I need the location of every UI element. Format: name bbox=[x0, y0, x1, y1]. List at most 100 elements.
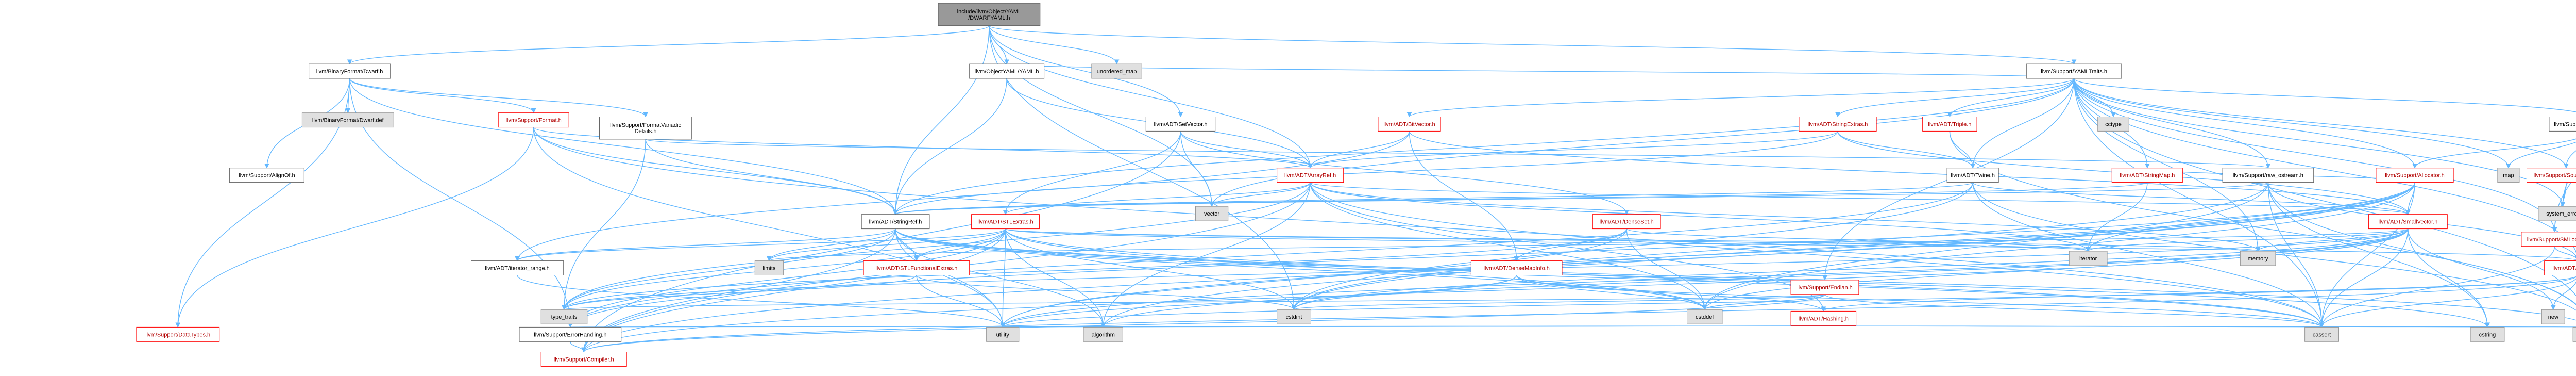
node-new[interactable]: new bbox=[2541, 309, 2565, 324]
edge-sourcemgr-to-system_error bbox=[2560, 182, 2567, 207]
edge-arrayref-to-cassert bbox=[1310, 182, 2325, 328]
node-box bbox=[971, 214, 1040, 230]
edge-bitvector-to-iterator_range bbox=[515, 131, 1410, 261]
edge-yamltraits-to-optional bbox=[2073, 78, 2576, 261]
node-iterator[interactable]: iterator bbox=[2069, 251, 2108, 266]
node-smallvector[interactable]: llvm/ADT/SmallVector.h bbox=[2368, 214, 2448, 230]
edge-raw_ostream-to-cstring bbox=[2267, 182, 2490, 328]
node-cstdint[interactable]: cstdint bbox=[1277, 309, 1312, 324]
edge-stlextras-to-cstddef bbox=[1005, 228, 1707, 310]
node-system_error[interactable]: system_error bbox=[2538, 206, 2576, 221]
edge-smallvector-to-cstddef bbox=[1702, 228, 2409, 310]
node-cassert[interactable]: cassert bbox=[2304, 326, 2340, 342]
edge-yamltraits-to-system_error bbox=[2073, 78, 2566, 207]
edge-allocator-to-errorhandling bbox=[568, 182, 2415, 328]
node-box bbox=[229, 168, 304, 183]
node-yamltraits[interactable]: llvm/Support/YAMLTraits.h bbox=[2026, 63, 2122, 79]
edge-optional-to-utility bbox=[1000, 276, 2576, 328]
edge-arrayref-to-cstddef bbox=[1310, 182, 1707, 310]
node-box bbox=[1091, 63, 1142, 79]
node-label: vector bbox=[1204, 211, 1219, 217]
edge-arrayref-to-type_traits bbox=[562, 182, 1311, 310]
edge-densemapinfo-to-utility bbox=[1000, 275, 1517, 328]
node-iterator_range[interactable]: llvm/ADT/iterator_range.h bbox=[471, 260, 564, 276]
node-label: type_traits bbox=[551, 314, 578, 320]
node-string[interactable]: string bbox=[2572, 326, 2576, 342]
node-box bbox=[938, 3, 1041, 26]
edge-yamltraits-to-smloc bbox=[2073, 78, 2557, 233]
node-box bbox=[1922, 117, 1977, 132]
node-twine[interactable]: llvm/ADT/Twine.h bbox=[1946, 168, 1999, 183]
node-label: llvm/ADT/StringMap.h bbox=[2120, 173, 2175, 179]
edge-allocator-to-algorithm bbox=[1100, 182, 2415, 328]
node-label: llvm/BinaryFormat/Dwarf.def bbox=[312, 118, 384, 124]
node-cctype[interactable]: cctype bbox=[2097, 117, 2129, 132]
node-label: llvm/ADT/StringRef.h bbox=[869, 219, 922, 225]
node-label: cstdint bbox=[1286, 314, 1302, 320]
node-allocator[interactable]: llvm/Support/Allocator.h bbox=[2376, 168, 2454, 183]
node-root[interactable]: include/llvm/Object/YAML/DWARFYAML.h bbox=[938, 3, 1041, 26]
node-setvector[interactable]: llvm/ADT/SetVector.h bbox=[1145, 117, 1216, 132]
edge-smallvector-to-cstdint bbox=[1291, 228, 2409, 310]
node-limits[interactable]: limits bbox=[754, 260, 784, 276]
node-box bbox=[540, 309, 588, 324]
edge-yamltraits-to-yamlparser bbox=[2073, 78, 2576, 112]
node-triple[interactable]: llvm/ADT/Triple.h bbox=[1922, 117, 1977, 132]
node-label: map bbox=[2503, 173, 2514, 179]
node-box bbox=[2069, 251, 2108, 266]
node-arrayref[interactable]: llvm/ADT/ArrayRef.h bbox=[1277, 168, 1344, 183]
node-hashing[interactable]: llvm/ADT/Hashing.h bbox=[1790, 310, 1857, 326]
edge-allocator-to-cstddef bbox=[1702, 182, 2415, 310]
node-dwarf_def[interactable]: llvm/BinaryFormat/Dwarf.def bbox=[301, 112, 394, 128]
node-unordered_map[interactable]: unordered_map bbox=[1091, 63, 1142, 79]
node-cstring[interactable]: cstring bbox=[2470, 326, 2505, 342]
edge-yamltraits-to-bitvector bbox=[1406, 78, 2075, 118]
node-type_traits[interactable]: type_traits bbox=[540, 309, 588, 324]
node-denseset[interactable]: llvm/ADT/DenseSet.h bbox=[1592, 214, 1661, 230]
node-bitvector[interactable]: llvm/ADT/BitVector.h bbox=[1378, 117, 1441, 132]
edge-yamlparser-to-sourcemgr bbox=[2564, 150, 2576, 169]
edge-smallvector-to-algorithm bbox=[1100, 228, 2409, 328]
node-datatypes[interactable]: llvm/Support/DataTypes.h bbox=[136, 326, 220, 342]
node-stringextras[interactable]: llvm/ADT/StringExtras.h bbox=[1799, 117, 1877, 132]
node-box bbox=[863, 260, 970, 276]
node-format[interactable]: llvm/Support/Format.h bbox=[498, 112, 569, 128]
edge-objyaml-to-yamltraits bbox=[1006, 63, 2076, 79]
node-label: llvm/ADT/DenseMapInfo.h bbox=[1484, 266, 1550, 272]
node-optional[interactable]: llvm/ADT/Optional.h bbox=[2544, 260, 2576, 276]
node-box bbox=[301, 112, 394, 128]
node-algorithm[interactable]: algorithm bbox=[1083, 326, 1123, 342]
edge-stlfunctional-to-cstdint bbox=[916, 274, 1297, 310]
node-box bbox=[1083, 326, 1123, 342]
node-endian[interactable]: llvm/Support/Endian.h bbox=[1790, 280, 1859, 295]
node-map[interactable]: map bbox=[2497, 168, 2520, 183]
node-memory[interactable]: memory bbox=[2240, 251, 2276, 266]
node-label: llvm/ADT/Optional.h bbox=[2552, 266, 2576, 272]
node-label: cstddef bbox=[1696, 314, 1714, 320]
node-cstddef[interactable]: cstddef bbox=[1687, 309, 1723, 324]
node-stlfunctional[interactable]: llvm/ADT/STLFunctionalExtras.h bbox=[863, 260, 970, 276]
node-box bbox=[2222, 168, 2314, 183]
node-densemapinfo[interactable]: llvm/ADT/DenseMapInfo.h bbox=[1470, 260, 1563, 276]
node-compiler[interactable]: llvm/Support/Compiler.h bbox=[540, 352, 627, 367]
edge-densemapinfo-to-cstddef bbox=[1516, 275, 1707, 310]
node-binfmt_dwarf[interactable]: llvm/BinaryFormat/Dwarf.h bbox=[309, 63, 391, 79]
node-utility[interactable]: utility bbox=[986, 326, 1020, 342]
node-smloc[interactable]: llvm/Support/SMLoc.h bbox=[2521, 232, 2576, 247]
node-vector[interactable]: vector bbox=[1195, 206, 1229, 221]
node-errorhandling[interactable]: llvm/Support/ErrorHandling.h bbox=[519, 326, 622, 342]
edge-stlfunctional-to-utility bbox=[916, 275, 1006, 328]
node-yamlparser[interactable]: llvm/Support/YAMLParser.h bbox=[2549, 117, 2576, 132]
node-objyaml[interactable]: llvm/ObjectYAML/YAML.h bbox=[969, 63, 1045, 79]
edge-stringref-to-type_traits bbox=[562, 228, 896, 310]
node-sourcemgr[interactable]: llvm/Support/SourceMgr.h bbox=[2527, 168, 2576, 183]
node-raw_ostream[interactable]: llvm/Support/raw_ostream.h bbox=[2222, 168, 2314, 183]
node-stringref[interactable]: llvm/ADT/StringRef.h bbox=[861, 214, 930, 230]
node-stringmap[interactable]: llvm/ADT/StringMap.h bbox=[2111, 168, 2183, 183]
node-box bbox=[2368, 214, 2448, 230]
edge-format-to-datatypes bbox=[175, 127, 534, 328]
edge-yamltraits-to-cassert bbox=[2073, 78, 2325, 328]
node-stlextras[interactable]: llvm/ADT/STLExtras.h bbox=[971, 214, 1040, 230]
node-alignof[interactable]: llvm/Support/AlignOf.h bbox=[229, 168, 304, 183]
